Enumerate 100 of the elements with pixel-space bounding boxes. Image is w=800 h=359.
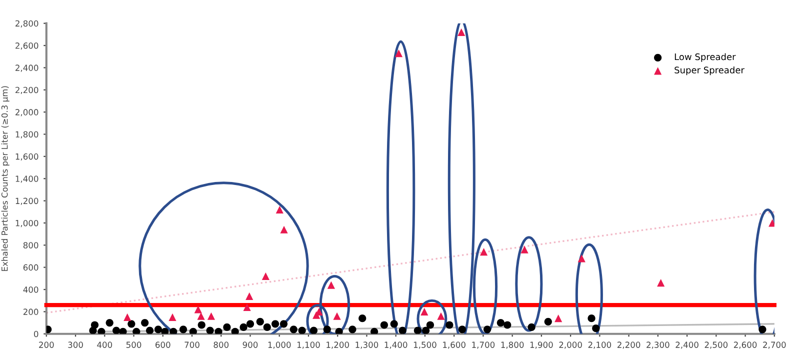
x-tick-label: 2,400: [676, 342, 698, 349]
legend-label: Low Spreader: [674, 53, 736, 62]
point: [168, 313, 176, 322]
point: [458, 326, 466, 334]
point: [231, 328, 239, 334]
point: [520, 246, 528, 254]
x-tick-label: 1,500: [414, 342, 436, 349]
x-tick-label: 2,000: [559, 342, 582, 349]
point: [106, 318, 114, 327]
point: [588, 314, 596, 322]
point: [335, 328, 343, 334]
x-tick-label: 1,600: [443, 342, 466, 349]
point: [528, 323, 536, 332]
point: [544, 318, 552, 326]
point: [458, 28, 466, 36]
y-tick-label: 1,800: [16, 131, 38, 138]
x-tick-label: 2,500: [704, 342, 728, 349]
y-tick-label: 400: [23, 286, 38, 293]
point: [119, 328, 127, 334]
point: [276, 206, 284, 214]
point: [327, 281, 335, 289]
x-tick-label: 2,200: [617, 342, 640, 349]
point: [437, 312, 445, 320]
y-tick-label: 2,400: [16, 64, 38, 72]
x-tick-label: 1,700: [472, 342, 495, 349]
point: [422, 326, 430, 334]
y-axis-title: Exhaled Particles Counts per Liter (≥0.3 µm): [1, 86, 10, 271]
point: [370, 328, 378, 334]
point: [246, 292, 254, 300]
point: [271, 320, 280, 328]
x-tick-label: 1,100: [297, 342, 320, 349]
x-tick-label: 1,000: [268, 342, 291, 349]
y-tick-label: 2,000: [16, 109, 38, 116]
x-tick-label: 1,300: [356, 342, 378, 349]
point: [592, 324, 600, 332]
x-tick-label: 1,800: [501, 342, 524, 349]
point: [223, 323, 231, 332]
point: [170, 328, 178, 334]
y-tick-label: 1,200: [16, 198, 38, 205]
point: [394, 49, 403, 58]
x-tick-label: 600: [156, 342, 170, 348]
point: [390, 320, 398, 328]
point: [207, 312, 216, 320]
point: [446, 321, 454, 329]
x-tick-label: 1,400: [384, 342, 408, 349]
x-tick-label: 700: [184, 342, 200, 348]
point: [243, 303, 251, 312]
x-tick-label: 200: [39, 342, 54, 348]
point: [358, 314, 366, 322]
y-tick-label: 2,600: [16, 42, 38, 50]
point: [420, 308, 428, 316]
point: [298, 326, 306, 334]
point: [657, 279, 665, 287]
point: [426, 321, 434, 329]
x-tick-label: 300: [68, 342, 83, 348]
point: [197, 312, 205, 320]
point: [124, 313, 132, 322]
point: [333, 312, 341, 320]
point: [246, 320, 254, 328]
x-tick-label: 500: [126, 342, 142, 348]
point: [98, 328, 106, 334]
point: [323, 326, 331, 334]
point: [90, 321, 99, 329]
x-tick-label: 400: [97, 342, 112, 348]
point: [414, 326, 422, 334]
point: [146, 326, 154, 334]
y-tick-label: 1,400: [16, 176, 38, 183]
point: [262, 272, 270, 280]
point: [179, 326, 188, 334]
y-tick-label: 2,800: [16, 20, 38, 28]
point: [496, 318, 504, 327]
point: [128, 320, 136, 328]
point: [206, 326, 214, 334]
x-tick-label: 2,700: [763, 342, 786, 349]
point: [141, 318, 149, 327]
x-tick-label: 900: [242, 342, 258, 348]
point: [380, 321, 388, 329]
point: [161, 328, 169, 334]
point: [348, 326, 356, 334]
point: [554, 314, 562, 322]
legend-label: Super Spreader: [674, 66, 744, 76]
point: [194, 306, 202, 314]
point: [112, 326, 120, 334]
point: [578, 254, 586, 262]
point: [483, 326, 492, 334]
x-tick-label: 2,600: [734, 342, 757, 349]
y-tick-label: 0: [34, 330, 38, 338]
point: [154, 326, 162, 334]
x-tick-label: 2,100: [588, 342, 612, 349]
point: [310, 326, 318, 334]
point: [290, 326, 298, 334]
point: [480, 248, 488, 256]
y-tick-label: 1,000: [16, 220, 38, 228]
point: [504, 321, 512, 329]
point: [398, 326, 406, 334]
x-tick-label: 800: [214, 342, 229, 348]
y-tick-label: 200: [23, 308, 38, 315]
point: [758, 326, 766, 334]
point: [198, 321, 206, 329]
point: [240, 323, 248, 332]
